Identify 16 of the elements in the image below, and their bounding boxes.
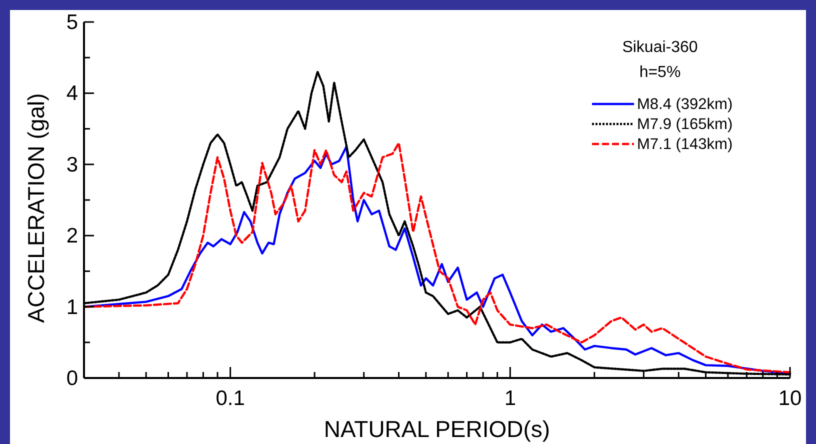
y-tick-label: 5: [66, 11, 78, 34]
legend-label: M7.1 (143km): [637, 136, 733, 153]
y-tick-label: 1: [66, 296, 78, 319]
x-axis-title: NATURAL PERIOD(s): [324, 416, 550, 442]
x-tick-label: 0.1: [216, 387, 245, 410]
x-tick-label: 1: [504, 387, 516, 410]
annotation: Sikuai-360: [622, 39, 698, 56]
legend-label: M7.9 (165km): [637, 116, 733, 133]
y-tick-label: 4: [66, 82, 78, 106]
y-tick-label: 3: [66, 153, 78, 176]
x-tick-label: 10: [778, 387, 802, 410]
annotation: h=5%: [639, 64, 681, 81]
legend-label: M8.4 (392km): [637, 96, 733, 113]
y-tick-label: 0: [66, 367, 78, 390]
y-tick-label: 2: [66, 224, 78, 248]
y-axis-title: ACCELERATION (gal): [23, 93, 49, 323]
